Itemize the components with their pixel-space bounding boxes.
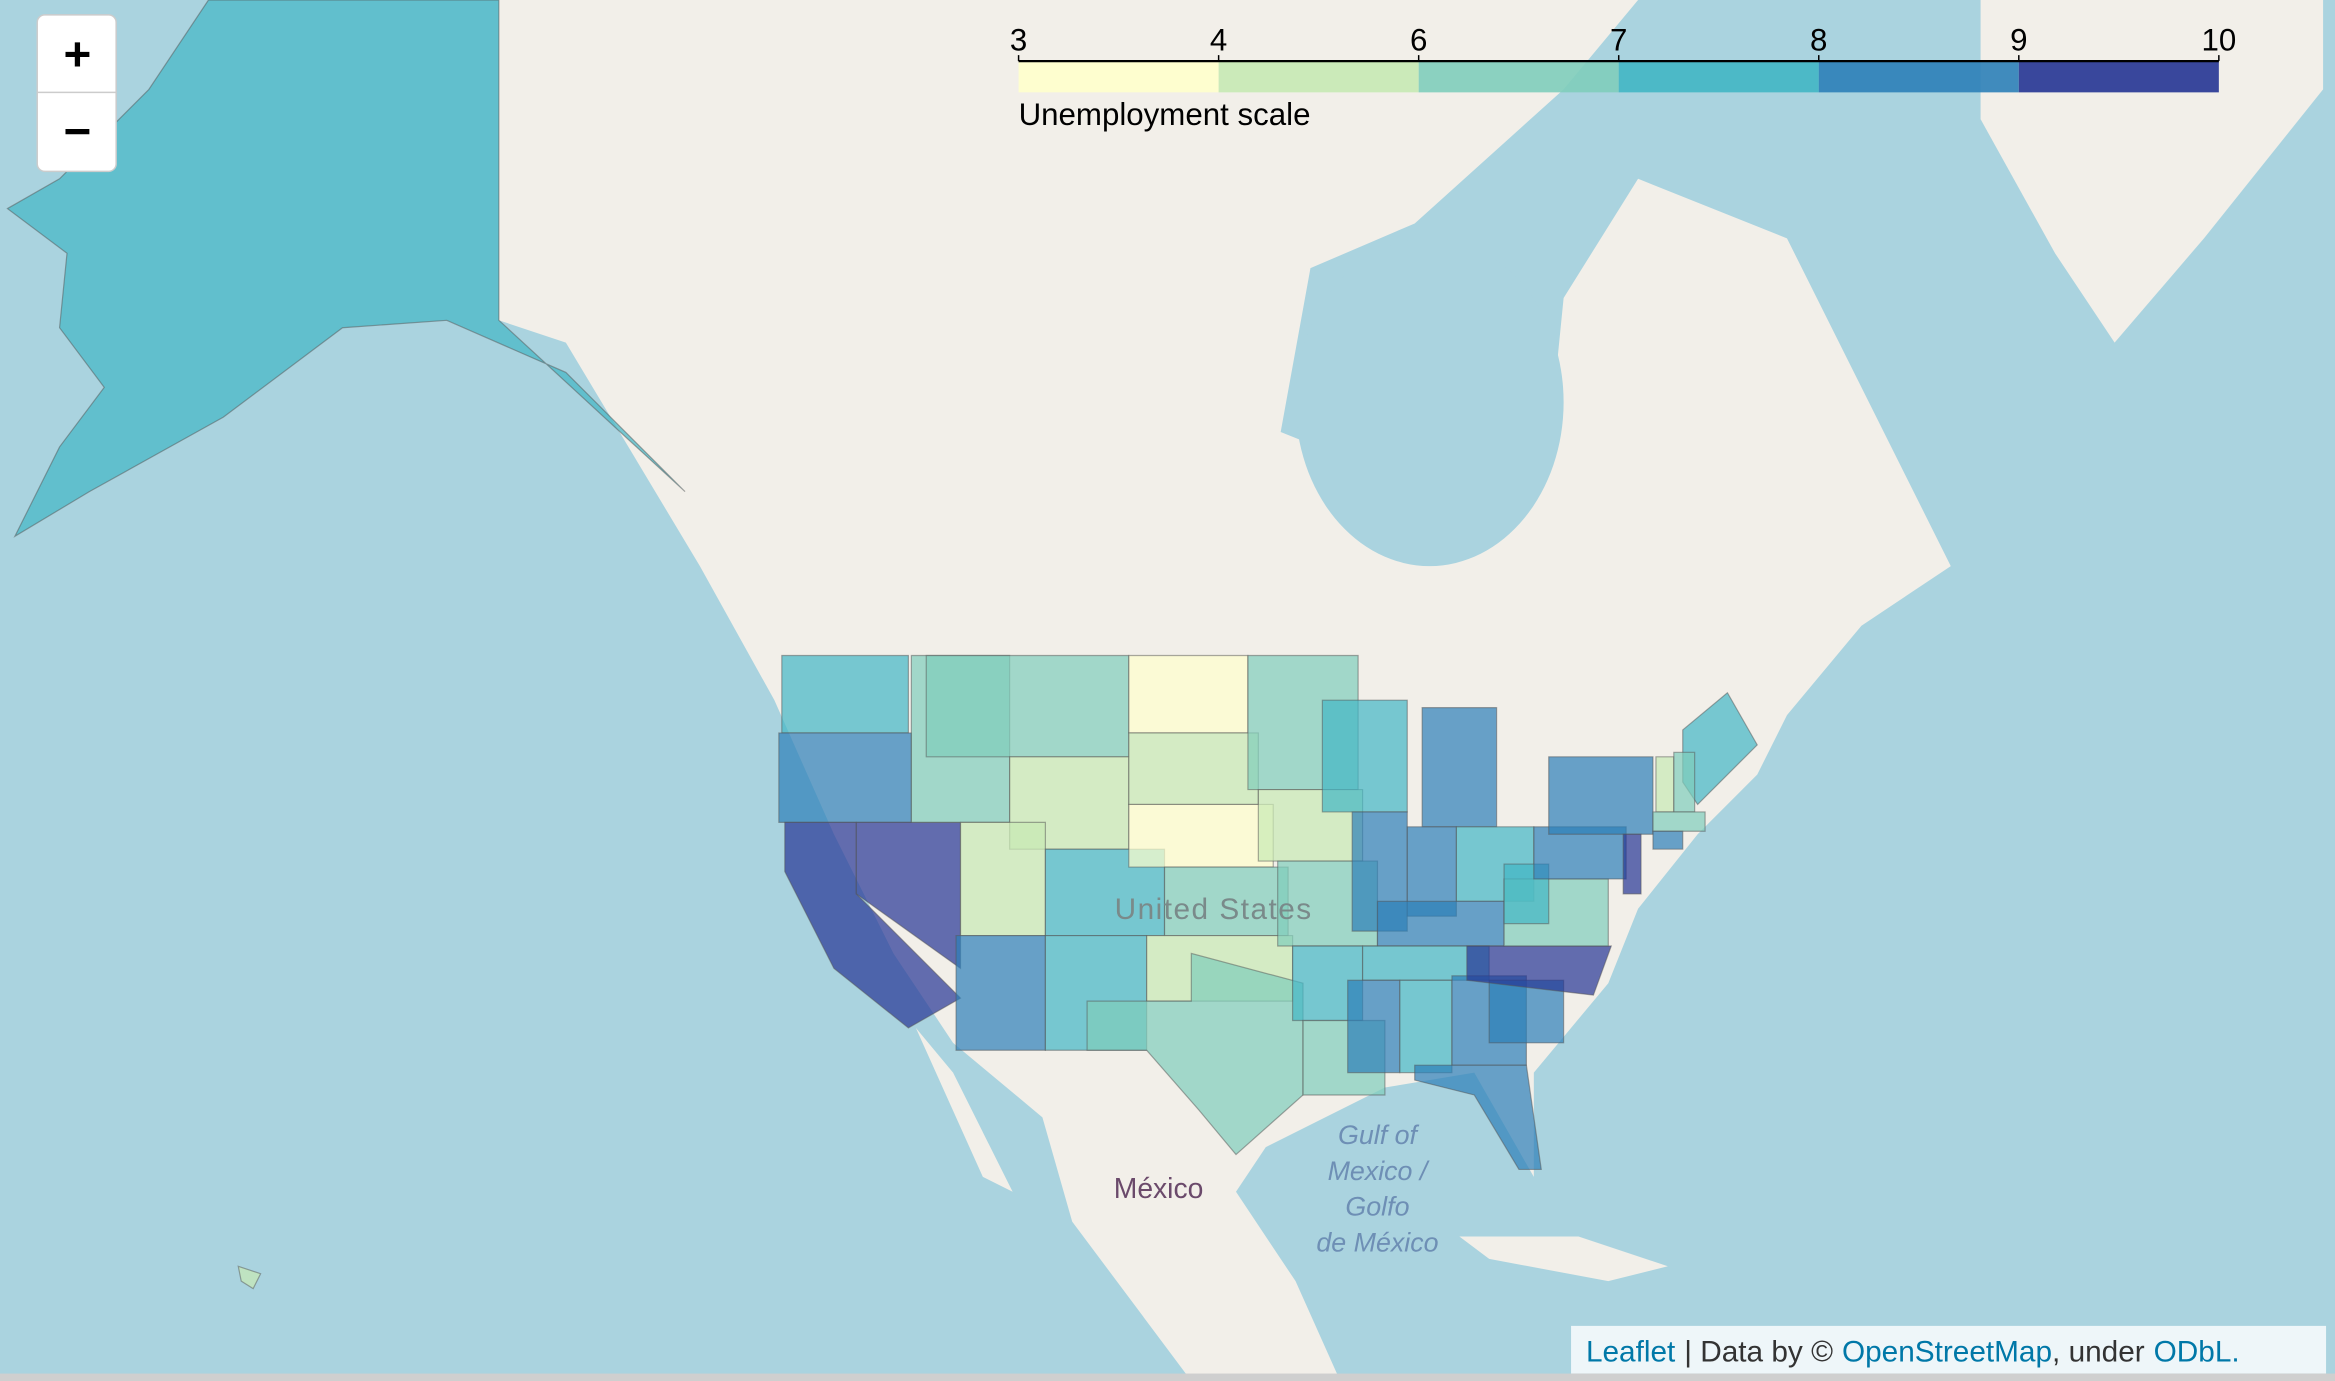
state-region (925, 654, 1130, 758)
state-region (1652, 830, 1684, 850)
state-region (1128, 654, 1249, 734)
scrollbar (0, 1373, 2335, 1381)
attribution: Leaflet | Data by © OpenStreetMap, under OD… (1586, 1336, 2240, 1369)
regions (6, 0, 1758, 1290)
state-region (1128, 803, 1274, 868)
cuba (1459, 1236, 1668, 1282)
legend-tick-label: 6 (1410, 23, 1427, 58)
state-region (1399, 979, 1453, 1074)
legend-swatch (1018, 61, 1219, 93)
gulf-label: Gulf of Mexico / Golfo de México (1316, 1120, 1438, 1257)
state-region (1673, 751, 1696, 813)
legend-tick-label: 7 (1610, 23, 1627, 58)
attribution-box (1571, 1325, 2327, 1374)
legend-tick-label: 8 (1810, 23, 1827, 58)
legend-swatch (1218, 61, 1419, 93)
legend: Unemployment scale 3 4 6 7 8 9 10 (1010, 23, 2236, 132)
state-region (1421, 707, 1498, 828)
state-region (781, 654, 909, 734)
license-link[interactable]: ODbL. (2154, 1336, 2240, 1369)
legend-swatch (2018, 61, 2219, 93)
gulf-label-line: de México (1316, 1227, 1438, 1257)
state-region (1321, 699, 1408, 813)
state-region (1086, 952, 1304, 1156)
attribution-text: , under (2052, 1336, 2145, 1369)
state-region (1652, 811, 1706, 832)
gulf-label-line: Gulf of (1338, 1120, 1419, 1150)
mexico-label: México (1114, 1172, 1204, 1204)
state-region (1655, 756, 1675, 813)
leaflet-link[interactable]: Leaflet (1586, 1336, 1676, 1369)
legend-tick-label: 3 (1010, 23, 1027, 58)
legend-tick-label: 9 (2010, 23, 2027, 58)
state-region (1548, 756, 1654, 835)
country-label: United States (1115, 893, 1313, 926)
state-region (959, 821, 1046, 937)
state-region (1376, 900, 1505, 947)
legend-swatch (1618, 61, 1819, 93)
baja (915, 1027, 1013, 1192)
zoom-out[interactable]: − (64, 105, 92, 158)
state-region (6, 0, 686, 538)
attribution-text: | Data by © (1684, 1336, 1833, 1369)
zoom-control: + − (36, 14, 117, 173)
legend-title: Unemployment scale (1019, 97, 1311, 132)
state-region (1128, 732, 1259, 806)
zoom-in[interactable]: + (64, 28, 92, 81)
legend-tick-label: 4 (1210, 23, 1227, 58)
hudson-bay (1295, 238, 1564, 567)
gulf-label-line: Mexico / (1328, 1156, 1430, 1186)
state-region (778, 732, 912, 823)
state-region (1414, 1064, 1542, 1171)
state-region (1622, 833, 1642, 895)
legend-tick-label: 10 (2201, 23, 2236, 58)
state-region (955, 934, 1046, 1051)
state-region (1347, 979, 1401, 1074)
osm-link[interactable]: OpenStreetMap (1842, 1336, 2052, 1369)
legend-swatch (1418, 61, 1619, 93)
legend-swatch (1818, 61, 2019, 93)
gulf-label-line: Golfo (1345, 1192, 1409, 1222)
state-region (237, 1265, 262, 1290)
